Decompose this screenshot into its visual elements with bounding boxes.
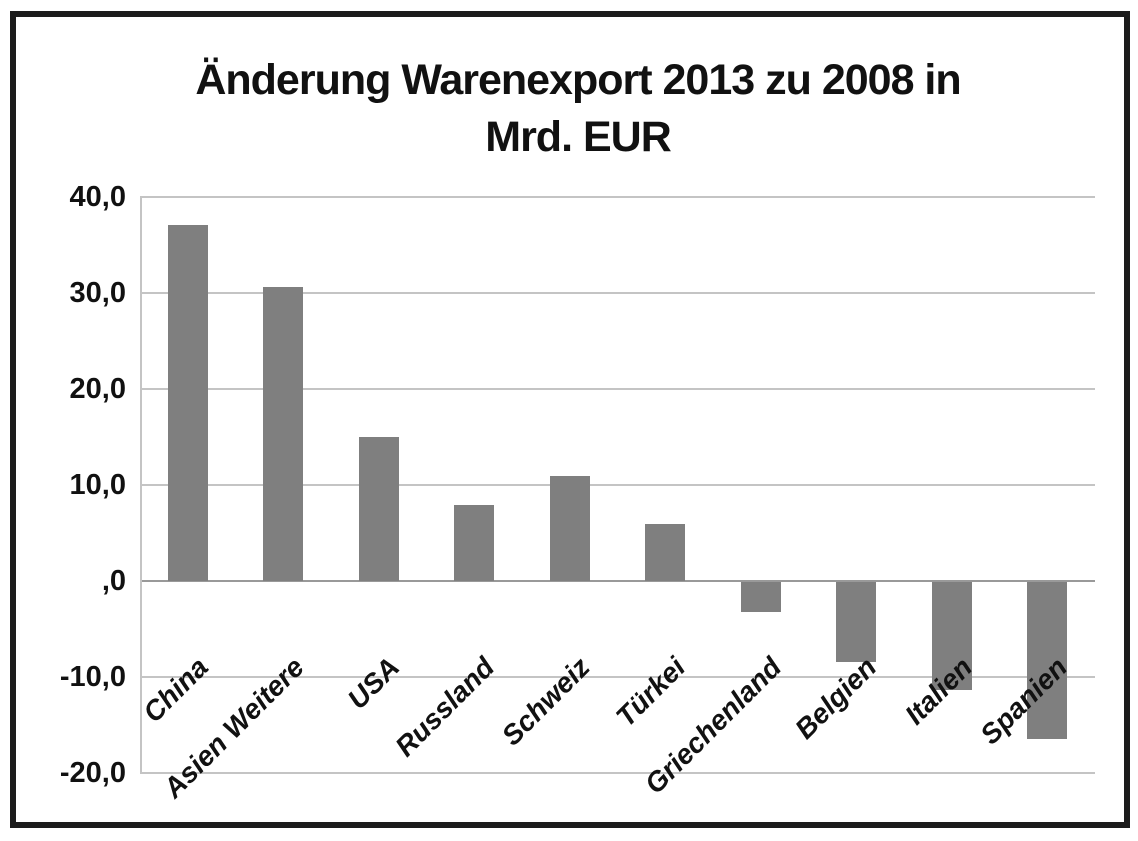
y-tick-label-40: 40,0: [69, 181, 126, 213]
bar-asien-weitere: [263, 287, 304, 581]
gridline-20: [140, 388, 1095, 390]
bar-griechenland: [740, 582, 781, 612]
gridline--10: [140, 676, 1095, 678]
bar-china: [167, 224, 208, 581]
bar-tuerkei: [645, 524, 686, 581]
y-tick-label--10: -10,0: [59, 661, 126, 693]
bar-schweiz: [549, 476, 590, 581]
gridline--20: [140, 772, 1095, 774]
gridline-40: [140, 196, 1095, 198]
plot-left-border: [140, 197, 142, 773]
chart-title-line1: Änderung Warenexport 2013 zu 2008 in: [195, 56, 961, 104]
y-tick-label-0: ,0: [101, 565, 126, 597]
bar-italien: [931, 582, 972, 690]
bar-belgien: [836, 582, 877, 662]
y-tick-label-20: 20,0: [69, 373, 126, 405]
y-tick-label-30: 30,0: [69, 277, 126, 309]
y-tick-label--20: -20,0: [59, 757, 126, 789]
chart-title: Änderung Warenexport 2013 zu 2008 in Mrd…: [20, 52, 1136, 166]
bar-usa: [358, 437, 399, 581]
bar-spanien: [1027, 582, 1068, 740]
y-tick-label-10: 10,0: [69, 469, 126, 501]
gridline-10: [140, 484, 1095, 486]
chart-title-line2: Mrd. EUR: [485, 113, 672, 161]
zero-axis-line: [140, 580, 1095, 582]
gridline-30: [140, 292, 1095, 294]
bar-russland: [454, 505, 495, 581]
